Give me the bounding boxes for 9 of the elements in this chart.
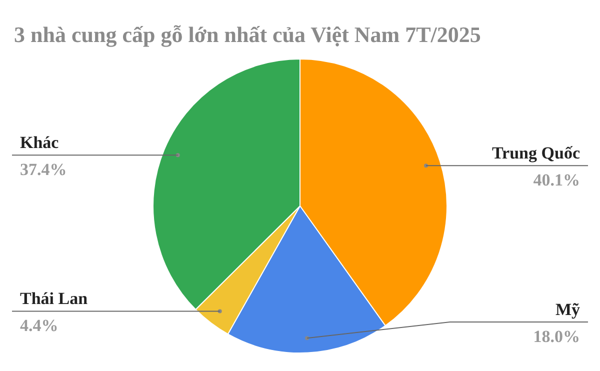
chart-title: 3 nhà cung cấp gỗ lớn nhất của Việt Nam 7T/2025 bbox=[14, 22, 481, 47]
data-label: 4.4% bbox=[20, 316, 58, 336]
slice-label: Trung Quốc bbox=[492, 144, 580, 163]
slice-label: Mỹ bbox=[555, 300, 580, 319]
slice-label: Khác bbox=[20, 133, 60, 152]
data-label: 18.0% bbox=[533, 327, 580, 346]
slice-label: Thái Lan bbox=[20, 289, 88, 308]
data-label: 40.1% bbox=[533, 170, 580, 190]
data-label: 37.4% bbox=[20, 160, 67, 180]
